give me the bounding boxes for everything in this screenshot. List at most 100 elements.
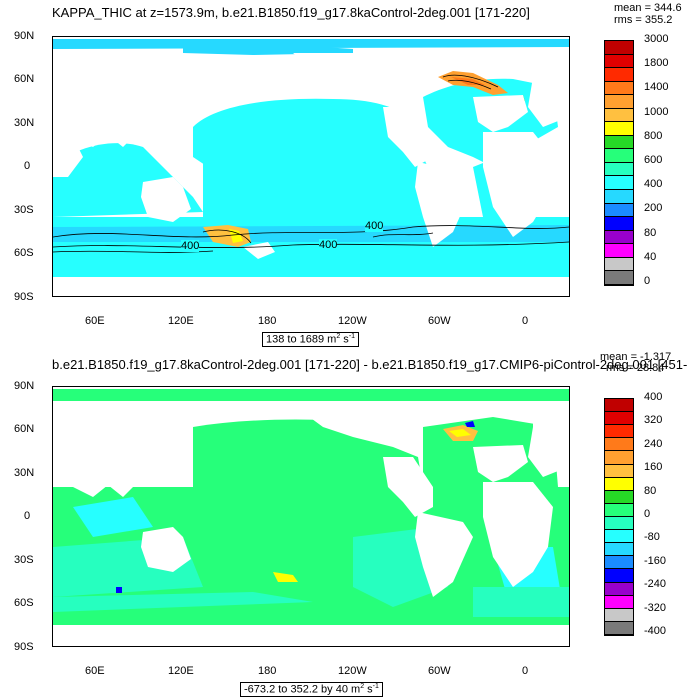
p1-lon-0: 0 [522,315,529,327]
panel2-colorbar-label: 0 [644,508,651,520]
panel2-colorbar-label: 320 [644,414,663,427]
panel1-colorbar-swatch [605,257,633,272]
panel2-colorbar-label: 400 [644,391,663,403]
panel2-map-graphic [53,387,569,646]
panel1-rms: rms = 355.2 [614,14,673,26]
panel2-colorbar-swatch [605,595,633,609]
panel1-colorbar-swatch [605,217,633,231]
panel1-range-box: 138 to 1689 m2 s-1 [262,332,360,347]
panel1-colorbar-labels: 3000 1800 1400 1000 800 600 400 200 80 40 0 [644,33,694,287]
panel1-colorbar-label: 3000 [644,33,669,45]
panel2-range-tail: s [364,683,373,696]
panel2-colorbar-swatch [605,451,633,465]
panel1-colorbar-swatch [605,81,633,96]
p1-lat-30n: 30N [14,117,35,129]
panel1-colorbar-label: 1000 [644,105,669,118]
panel1-colorbar-label: 800 [644,129,663,142]
p2-lon-120e: 120E [168,665,194,677]
panel2-map [52,386,570,647]
panel1-colorbar-swatch [605,176,633,191]
p2-lat-90n: 90N [14,380,35,392]
p2-lon-120w: 120W [338,665,367,677]
panel2-range-exp2: -1 [372,683,379,690]
panel1-colorbar-swatch [605,203,633,218]
panel1-colorbar-swatch [605,244,633,258]
panel1-colorbar-swatch [605,108,633,123]
panel2-range-box: -673.2 to 352.2 by 40 m2 s-1 [240,682,383,697]
p1-lat-60s: 60S [14,247,34,259]
panel2-colorbar-label: 160 [644,461,663,474]
p2-lon-0: 0 [522,665,529,677]
panel2-mean: mean = -1.317 [600,351,672,363]
panel2-colorbar-label: -400 [644,625,667,637]
panel2-colorbar-swatch [605,582,633,596]
p2-lon-180: 180 [258,665,277,677]
panel1-colorbar-label: 600 [644,154,663,166]
panel1-range-tail: s [340,333,349,346]
panel1-colorbar-swatch [605,135,633,150]
panel2-colorbar-labels: 400 320 240 160 80 0 -80 -160 -240 -320 -400 [644,391,694,637]
panel1-colorbar-swatch [605,68,633,82]
panel2-colorbar-swatch [605,399,633,413]
p2-lat-90s: 90S [14,641,34,653]
panel2-colorbar-swatch [605,530,633,544]
panel1-range-text: 138 to 1689 m [266,333,337,346]
panel1-title: KAPPA_THIC at z=1573.9m, b.e21.B1850.f19… [52,5,530,20]
panel1-colorbar-swatch [605,190,633,204]
p2-lat-60n: 60N [14,423,35,435]
p2-lat-0: 0 [24,510,31,522]
panel1-colorbar-swatch [605,54,633,69]
p1-lon-120e: 120E [168,315,194,327]
panel2-colorbar-swatch [605,516,633,531]
contour-label-400-c: 400 [365,220,384,232]
panel1-colorbar [604,40,634,286]
panel2-colorbar-swatch [605,412,633,426]
panel1-colorbar-swatch [605,122,633,136]
panel1-colorbar-swatch [605,162,633,177]
panel1-colorbar-label: 40 [644,250,657,263]
panel2-colorbar-swatch [605,556,633,570]
contour-label-400-a: 400 [181,240,200,252]
contour-label-400-b: 400 [319,239,338,251]
p2-lat-30s: 30S [14,554,34,566]
panel2-colorbar-swatch [605,425,633,439]
panel2-colorbar-swatch [605,438,633,452]
panel1-colorbar-label: 0 [644,275,651,287]
panel2-colorbar-swatch [605,621,633,635]
panel1-colorbar-label: 400 [644,178,663,191]
p1-lat-30s: 30S [14,204,34,216]
panel1-colorbar-label: 80 [644,226,657,239]
panel1-colorbar-swatch [605,230,633,245]
p2-lon-60w: 60W [428,665,451,677]
p1-lon-120w: 120W [338,315,367,327]
panel1-colorbar-swatch [605,95,633,109]
p2-lat-30n: 30N [14,467,35,479]
panel2-colorbar-swatch [605,543,633,557]
panel2-colorbar-swatch [605,608,633,622]
panel1-colorbar-label: 1400 [644,81,669,94]
panel1-range-exp2: -1 [348,333,356,340]
panel2-colorbar-label: -320 [644,601,667,614]
p2-lat-60s: 60S [14,597,34,609]
p1-lat-90s: 90S [14,291,34,303]
p1-lon-60w: 60W [428,315,451,327]
panel2-title: b.e21.B1850.f19_g17.8kaControl-2deg.001 … [52,357,688,372]
panel2-range-text: -673.2 to 352.2 by 40 m [244,683,361,696]
panel1-colorbar-label: 200 [644,202,663,215]
panel1-colorbar-swatch [605,41,633,55]
p1-lat-90n: 90N [14,30,35,42]
panel2-colorbar-label: -160 [644,554,667,567]
p2-lon-60e: 60E [85,665,105,677]
panel2-colorbar-swatch [605,477,633,491]
panel1-colorbar-label: 1800 [644,57,669,70]
panel2-colorbar-label: -240 [644,578,667,591]
panel2-colorbar-swatch [605,490,633,504]
panel1-colorbar-swatch [605,149,633,163]
p1-lat-60n: 60N [14,73,35,85]
p1-lon-180: 180 [258,315,277,327]
panel2-colorbar-label: -80 [644,531,660,544]
panel2-colorbar [604,398,634,636]
p1-lon-60e: 60E [85,315,105,327]
panel1-map-graphic [53,37,569,296]
panel1-mean: mean = 344.6 [614,2,682,14]
